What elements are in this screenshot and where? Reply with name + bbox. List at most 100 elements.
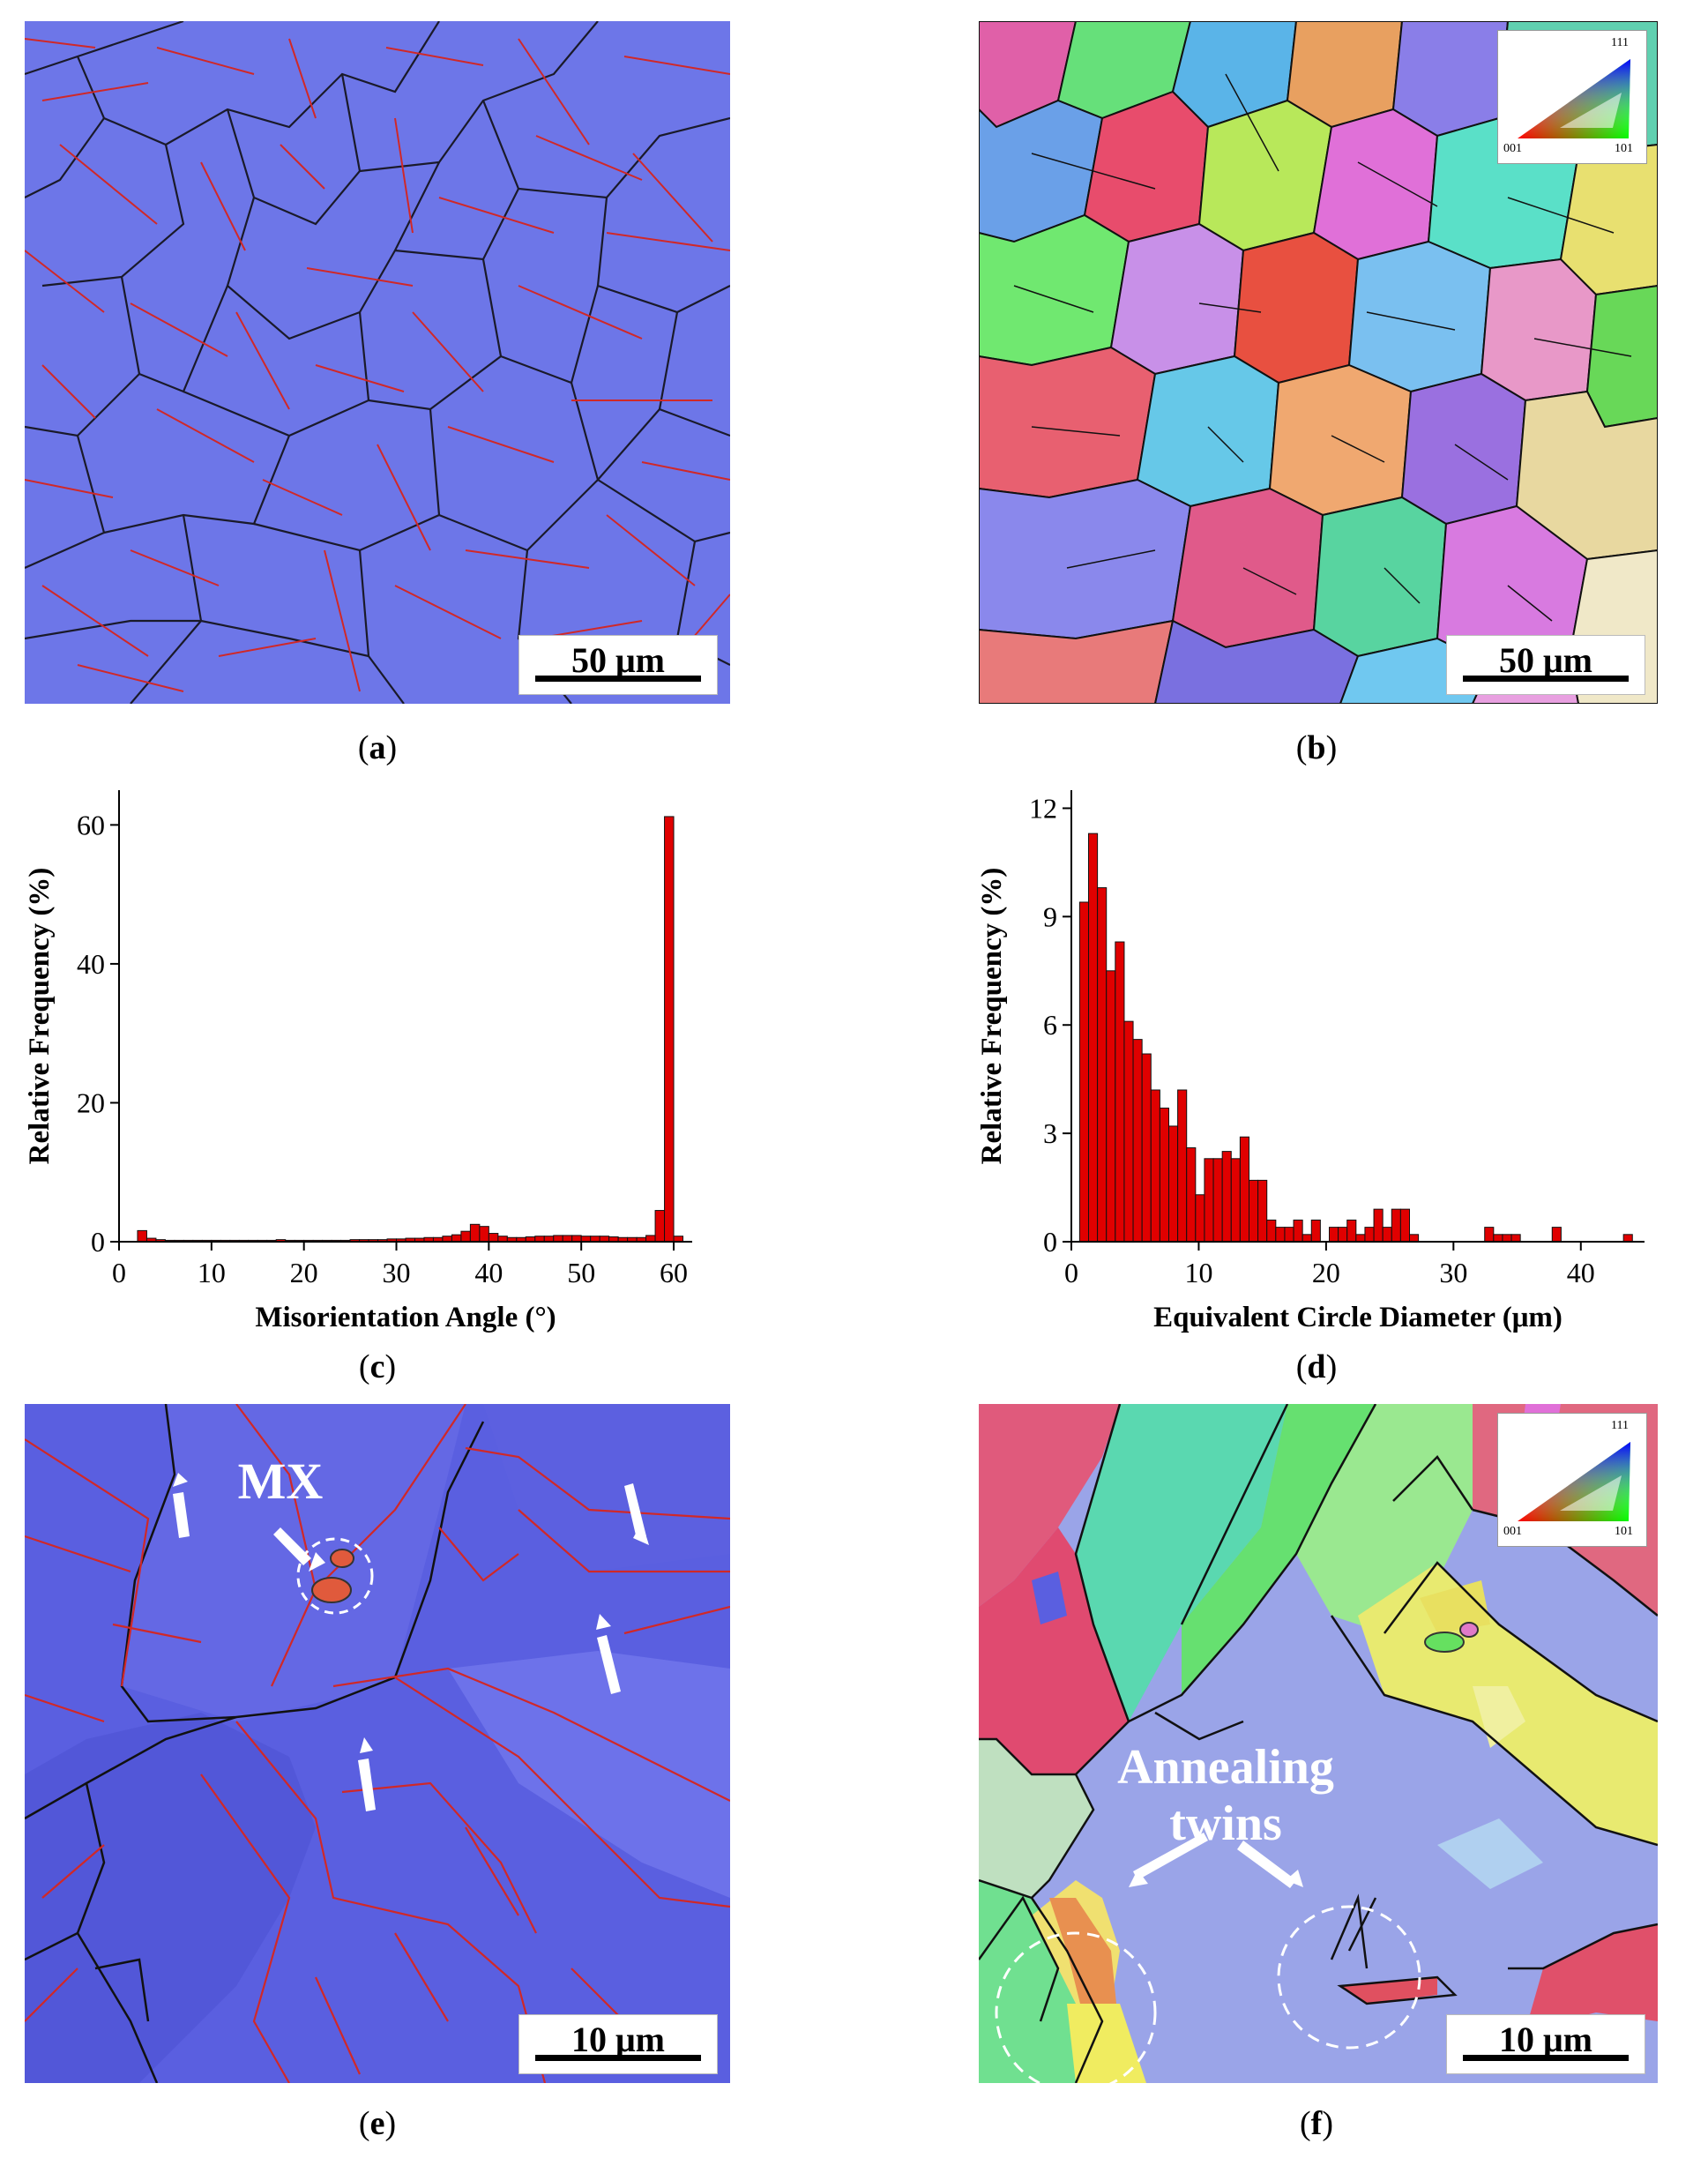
- histogram-bar: [1186, 1147, 1197, 1243]
- histogram-bar: [1364, 1227, 1375, 1243]
- y-tick-label: 40: [77, 948, 105, 980]
- x-tick-label: 30: [383, 1257, 411, 1288]
- ipf-legend-b-101: 101: [1615, 142, 1633, 155]
- histogram-bar: [1106, 970, 1116, 1243]
- y-tick-label: 6: [1043, 1009, 1057, 1041]
- histogram-bar: [1088, 833, 1099, 1243]
- histogram-bar: [1230, 1158, 1241, 1243]
- ipf-legend-b-001: 001: [1503, 142, 1522, 155]
- annealing-twins-label: Annealing twins: [1085, 1739, 1367, 1852]
- histogram-bar: [1346, 1219, 1357, 1243]
- histogram-bar: [1622, 1234, 1633, 1243]
- phase-map-e-image: [25, 1404, 730, 2083]
- scale-bar-e-label: 10 μm: [571, 2020, 665, 2059]
- histogram-bar: [1382, 1227, 1392, 1243]
- y-tick-label: 60: [77, 809, 105, 840]
- histogram-bar: [1502, 1234, 1512, 1243]
- histogram-bar: [1249, 1179, 1259, 1243]
- histogram-bar: [1373, 1208, 1384, 1243]
- histogram-bar: [664, 816, 675, 1243]
- arrow-icons-e: [173, 1473, 649, 1811]
- histogram-bar: [479, 1226, 489, 1243]
- histogram-bar: [469, 1223, 481, 1243]
- histogram-bar: [1123, 1020, 1134, 1243]
- x-axis-label: Misorientation Angle (°): [255, 1302, 556, 1333]
- histogram-bar: [1177, 1089, 1188, 1243]
- histogram-bar: [1078, 901, 1089, 1243]
- phase-map-e: MX 10 μm: [25, 1404, 730, 2083]
- caption-a: (a): [357, 729, 398, 766]
- x-tick-label: 10: [1184, 1257, 1212, 1288]
- mx-label: MX: [237, 1452, 324, 1510]
- y-tick-label: 20: [77, 1086, 105, 1118]
- histogram-bar: [1150, 1089, 1160, 1243]
- scale-bar-e: 10 μm: [518, 2014, 718, 2074]
- histogram-bar: [488, 1233, 499, 1243]
- caption-b: (b): [1295, 729, 1338, 766]
- histogram-bar: [1302, 1234, 1312, 1243]
- x-tick-label: 20: [290, 1257, 318, 1288]
- histogram-bar: [553, 1235, 563, 1243]
- histogram-bar: [1141, 1053, 1152, 1243]
- annealing-twins-label-line1: Annealing: [1117, 1740, 1334, 1795]
- scale-bar-a-label: 50 μm: [571, 640, 665, 680]
- histogram-bar: [1329, 1227, 1339, 1243]
- histogram-grain-size: 0 10 20 30 40 0 3 6 9 12 Equivalent Circle Diamete…: [976, 790, 1645, 1333]
- histogram-bar: [1221, 1151, 1232, 1243]
- x-axis-label: Equivalent Circle Diameter (μm): [1153, 1302, 1563, 1333]
- histogram-bar: [137, 1229, 147, 1243]
- arrow-icons-f: [1129, 1833, 1303, 1888]
- y-axis-label: Relative Frequency (%): [24, 868, 56, 1165]
- y-tick-label: 9: [1043, 900, 1057, 932]
- x-tick-label: 40: [474, 1257, 503, 1288]
- histogram-bar: [1551, 1227, 1562, 1243]
- histogram-bar: [1510, 1234, 1521, 1243]
- caption-e: (e): [358, 2105, 397, 2142]
- scale-bar-b-label: 50 μm: [1499, 640, 1592, 680]
- histogram-bar: [1195, 1194, 1205, 1243]
- scale-bar-f-line: [1463, 2055, 1629, 2061]
- histogram-bar: [1355, 1234, 1366, 1243]
- x-tick-label: 60: [660, 1257, 688, 1288]
- y-axis-label: Relative Frequency (%): [976, 868, 1008, 1165]
- caption-f: (f): [1300, 2105, 1333, 2142]
- histogram-bar: [1168, 1125, 1179, 1243]
- scale-bar-a: 50 μm: [518, 635, 718, 695]
- histogram-bar: [654, 1210, 666, 1243]
- histogram-bar: [1493, 1234, 1503, 1243]
- phase-map-a: 50 μm: [25, 21, 730, 704]
- x-tick-label: 20: [1312, 1257, 1340, 1288]
- caption-c: (c): [358, 1348, 397, 1385]
- histogram-bar: [1293, 1219, 1303, 1243]
- histogram-bar: [1399, 1208, 1410, 1243]
- phase-map-a-image: [25, 21, 730, 704]
- histogram-bar: [645, 1235, 656, 1243]
- histogram-bar: [1284, 1227, 1294, 1243]
- ipf-triangle-f: [1518, 1442, 1630, 1521]
- histogram-bar: [1097, 887, 1108, 1243]
- caption-d: (d): [1295, 1348, 1338, 1385]
- ipf-map-f: 111 001 101 Annealing twins 10 μm: [979, 1404, 1658, 2083]
- x-tick-label: 10: [198, 1257, 226, 1288]
- scale-bar-e-line: [535, 2055, 701, 2061]
- histogram-bar: [460, 1230, 471, 1243]
- ipf-legend-f-111: 111: [1611, 1419, 1629, 1432]
- carbide-particle: [311, 1577, 352, 1603]
- scale-bar-f-label: 10 μm: [1499, 2020, 1592, 2059]
- histogram-bar: [1338, 1227, 1348, 1243]
- ipf-legend-f-101: 101: [1615, 1525, 1633, 1538]
- histogram-bar: [1266, 1219, 1277, 1243]
- histogram-bar: [562, 1235, 573, 1243]
- x-tick-label: 0: [112, 1257, 126, 1288]
- histogram-bar: [1257, 1179, 1268, 1243]
- annealing-twins-label-line2: twins: [1169, 1796, 1282, 1851]
- ipf-map-f-image: [979, 1404, 1658, 2083]
- histogram-bar: [1239, 1136, 1249, 1243]
- ipf-map-b: 111 001 101 50 μm: [979, 21, 1658, 704]
- histogram-bar: [1204, 1158, 1214, 1243]
- histogram-misorientation: 0 10 20 30 40 50 60 0 20 40 60 Misorientation Angle…: [24, 790, 692, 1333]
- ipf-legend-f: 111 001 101: [1497, 1413, 1647, 1547]
- histogram-bar: [1484, 1227, 1495, 1243]
- x-tick-label: 50: [567, 1257, 595, 1288]
- y-tick-label: 3: [1043, 1117, 1057, 1149]
